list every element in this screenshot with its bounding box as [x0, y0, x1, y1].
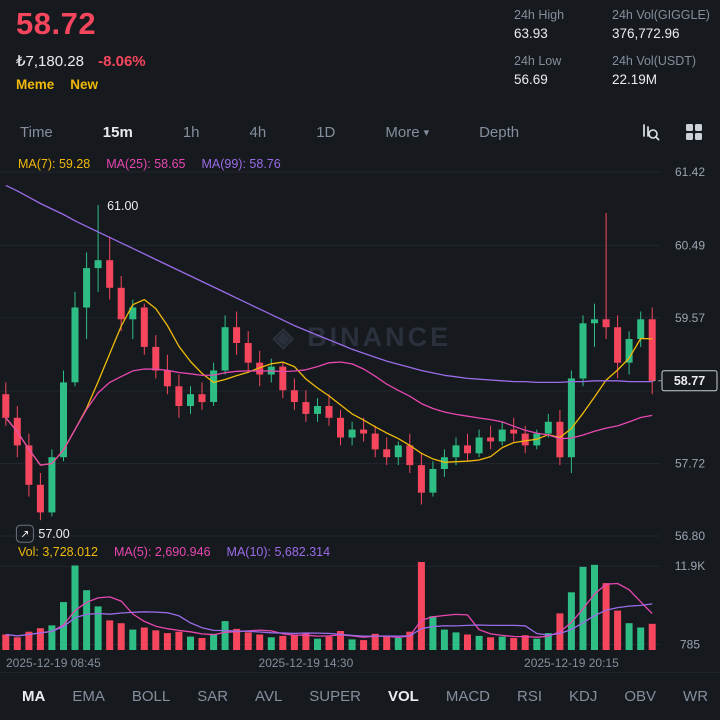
svg-text:57.72: 57.72	[675, 457, 705, 471]
interval-tab-1h[interactable]: 1h	[182, 123, 200, 141]
vol-value: Vol: 3,728.012	[18, 545, 98, 559]
svg-text:57.00: 57.00	[38, 527, 69, 541]
indicator-tab-ma[interactable]: MA	[22, 688, 46, 705]
interval-tab-15m[interactable]: 15m	[102, 123, 133, 141]
more-intervals-menu[interactable]: More ▾	[385, 123, 430, 141]
chart-toolbar-icons	[640, 122, 720, 142]
indicator-tab-sar[interactable]: SAR	[197, 688, 229, 705]
last-price: 58.72	[16, 6, 97, 41]
stat-24h-vol-quote: 24h Vol(USDT) 22.19M	[612, 54, 697, 87]
indicator-tab-boll[interactable]: BOLL	[131, 688, 171, 705]
svg-text:11.9K: 11.9K	[675, 559, 705, 573]
indicator-tab-vol[interactable]: VOL	[387, 688, 419, 705]
ticker-stats: 24h High 63.93 24h Vol(GIGGLE) 376,772.9…	[514, 8, 720, 87]
interval-tabbar: Time 15m 1h 4h 1D More ▾ Depth	[0, 118, 720, 146]
volume-legend: Vol: 3,728.012 MA(5): 2,690.946 MA(10): …	[18, 545, 330, 559]
svg-text:61.42: 61.42	[675, 165, 705, 179]
price-subrow: ₺7,180.28 -8.06%	[16, 52, 146, 70]
indicator-tabbar: MA EMA BOLL SAR AVL SUPER VOL MACD RSI K…	[0, 672, 720, 720]
ma7-value: MA(7): 59.28	[18, 157, 91, 171]
svg-text:59.57: 59.57	[675, 311, 705, 325]
stat-24h-high: 24h High 63.93	[514, 8, 565, 41]
indicator-tab-wr[interactable]: WR	[683, 688, 709, 705]
candlestick-chart[interactable]: ◈ BINANCE 58.77 61.42 60.49 59.57 57.72 56.80 1…	[0, 150, 720, 670]
stat-24h-low: 24h Low 56.69	[514, 54, 562, 87]
stat-24h-vol-base: 24h Vol(GIGGLE) 376,772.96	[612, 8, 710, 41]
interval-tab-time[interactable]: Time	[20, 123, 53, 141]
ma-legend: MA(7): 59.28 MA(25): 58.65 MA(99): 58.76	[18, 157, 281, 171]
chart-search-icon[interactable]	[640, 122, 660, 142]
indicator-tab-ema[interactable]: EMA	[72, 688, 105, 705]
fiat-price: ₺7,180.28	[16, 53, 84, 70]
tag-meme[interactable]: Meme	[16, 77, 55, 92]
svg-text:◈ BINANCE: ◈ BINANCE	[272, 322, 451, 352]
svg-text:↗: ↗	[20, 529, 29, 541]
grid-layout-icon[interactable]	[684, 122, 704, 142]
tab-depth[interactable]: Depth	[479, 123, 520, 141]
svg-text:58.77: 58.77	[674, 374, 705, 388]
svg-text:2025-12-19 20:15: 2025-12-19 20:15	[524, 656, 619, 670]
vol-ma10-value: MA(10): 5,682.314	[226, 545, 331, 559]
ma25-value: MA(25): 58.65	[106, 157, 186, 171]
ma99-value: MA(99): 58.76	[201, 157, 281, 171]
tag-new[interactable]: New	[70, 77, 99, 92]
chevron-down-icon: ▾	[423, 126, 430, 139]
indicator-tab-super[interactable]: SUPER	[309, 688, 361, 705]
token-tags: Meme New	[16, 77, 98, 92]
svg-text:60.49: 60.49	[675, 238, 705, 252]
svg-text:785: 785	[680, 638, 700, 652]
interval-tab-1d[interactable]: 1D	[316, 123, 336, 141]
indicator-tab-rsi[interactable]: RSI	[517, 688, 543, 705]
indicator-tab-kdj[interactable]: KDJ	[569, 688, 598, 705]
svg-text:61.00: 61.00	[107, 199, 138, 213]
vol-ma5-value: MA(5): 2,690.946	[113, 545, 211, 559]
svg-text:2025-12-19 08:45: 2025-12-19 08:45	[6, 656, 101, 670]
indicator-tab-avl[interactable]: AVL	[255, 688, 283, 705]
indicator-tab-obv[interactable]: OBV	[624, 688, 657, 705]
svg-text:56.80: 56.80	[675, 529, 705, 543]
interval-tab-4h[interactable]: 4h	[249, 123, 267, 141]
indicator-tab-macd[interactable]: MACD	[445, 688, 490, 705]
change-percent: -8.06%	[98, 53, 146, 70]
svg-text:2025-12-19 14:30: 2025-12-19 14:30	[259, 656, 354, 670]
